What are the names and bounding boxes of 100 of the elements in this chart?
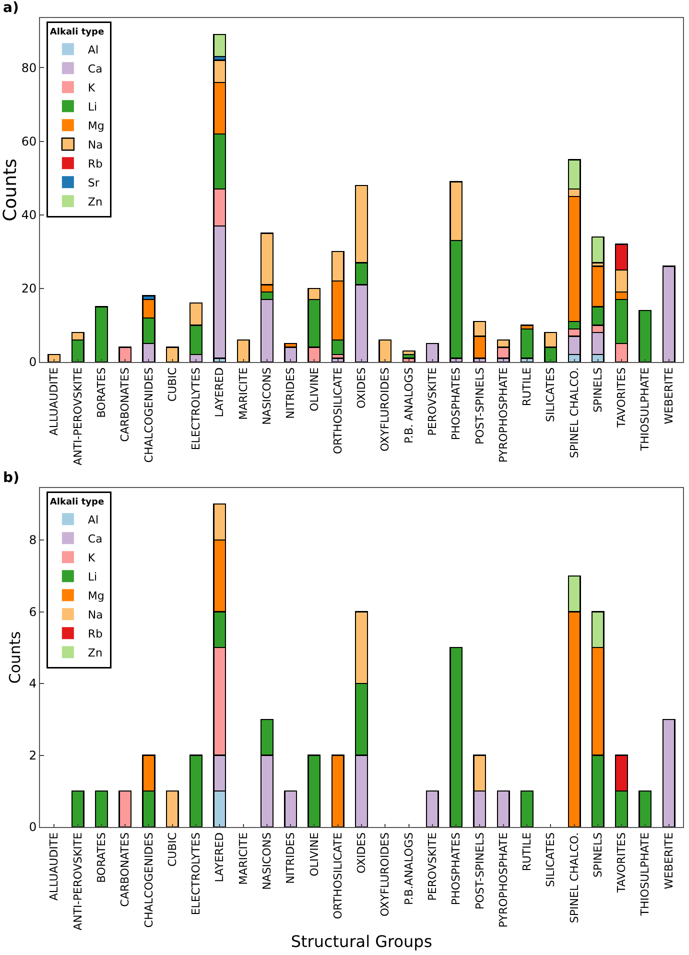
x-tick-label: THIOSULPHATE xyxy=(638,367,652,452)
legend-title: Alkali type xyxy=(50,28,104,38)
x-tick-label: PEROVSKITE xyxy=(426,832,439,901)
x-tick-label: P.B. ANALOGS xyxy=(402,367,416,444)
x-tick-label: LAYERED xyxy=(213,367,226,418)
bar xyxy=(213,34,226,58)
legend-label: Al xyxy=(88,43,99,56)
legend-label: K xyxy=(88,81,96,94)
bar xyxy=(638,310,652,362)
x-tick-label: SPINEL CHALCO. xyxy=(568,367,581,458)
bar xyxy=(520,328,534,359)
bar xyxy=(118,346,132,362)
x-tick-label: PEROVSKITE xyxy=(426,367,439,436)
bar xyxy=(190,754,203,827)
legend-label: K xyxy=(88,551,96,564)
y-tick-label: 0 xyxy=(28,355,37,370)
y-tick-label: 2 xyxy=(28,748,37,762)
x-tick-label: NASICONS xyxy=(260,367,274,425)
legend-label: Li xyxy=(88,100,98,114)
legend-label: Na xyxy=(88,608,103,622)
bar xyxy=(591,236,604,264)
legend-label: Al xyxy=(88,513,99,526)
bar xyxy=(450,647,463,827)
x-tick-label: PHOSPHATES xyxy=(450,367,463,440)
legend-label: Zn xyxy=(88,646,102,660)
x-tick-label: MARICITE xyxy=(236,832,250,885)
x-tick-label: ANTI-PEROVSKITE xyxy=(71,832,84,930)
x-tick-label: SPINELS xyxy=(591,832,604,878)
x-tick-label: CUBIC xyxy=(166,367,179,402)
x-tick-label: OXYFLUROIDES xyxy=(378,367,392,452)
bar xyxy=(94,306,108,362)
x-tick-label: OXYFLUROIDES xyxy=(378,832,392,917)
legend-label: Mg xyxy=(88,589,104,602)
x-tick-label: NITRIDES xyxy=(284,367,298,419)
x-tick-label: ELECTROLYTES xyxy=(190,367,203,450)
x-tick-label: OXIDES xyxy=(355,367,368,409)
y-tick-label: 60 xyxy=(21,134,37,148)
y-axis-title: Counts xyxy=(6,631,24,684)
bar xyxy=(496,790,510,827)
y-tick-label: 6 xyxy=(28,604,37,619)
legend-label: Na xyxy=(88,138,103,152)
y-axis-title: Counts xyxy=(0,158,21,222)
bar xyxy=(378,339,392,362)
y-tick-label: 20 xyxy=(21,282,37,296)
bar xyxy=(402,350,416,356)
x-tick-label: PHOSPHATES xyxy=(450,832,463,906)
x-tick-label: ALLUAUDITE xyxy=(48,367,61,436)
x-tick-label: OLIVINE xyxy=(308,367,321,412)
bar xyxy=(426,343,439,362)
x-tick-label: ORTHOSILICATE xyxy=(331,367,344,454)
legend-label: Rb xyxy=(88,627,103,640)
bar xyxy=(48,354,61,362)
legend-label: Ca xyxy=(88,62,102,76)
legend-label: Mg xyxy=(88,119,104,132)
x-tick-label: SPINELS xyxy=(591,367,604,413)
legend-label: Sr xyxy=(88,176,100,190)
x-tick-label: SILICATES xyxy=(544,832,558,888)
legend-label: Li xyxy=(88,570,98,584)
x-tick-label: ALLUAUDITE xyxy=(48,832,61,901)
x-tick-label: CHALCOGENIDES xyxy=(142,832,156,928)
bar xyxy=(308,754,321,827)
legend-label: Rb xyxy=(88,157,103,170)
x-tick-label: CARBONATES xyxy=(118,832,132,907)
x-tick-label: POST-SPINELS xyxy=(473,367,486,445)
x-tick-label: RUTILE xyxy=(520,832,534,872)
y-tick-label: 8 xyxy=(28,533,37,548)
y-tick-label: 80 xyxy=(21,60,37,75)
x-tick-label: TAVORITES xyxy=(615,832,628,894)
bar xyxy=(166,346,179,362)
x-tick-label: CHALCOGENIDES xyxy=(142,367,156,463)
y-tick-label: 4 xyxy=(28,676,37,691)
x-tick-label: LAYERED xyxy=(213,832,226,882)
bar xyxy=(118,790,132,827)
x-tick-label: BORATES xyxy=(95,367,108,418)
bar xyxy=(236,339,250,362)
x-tick-label: SILICATES xyxy=(544,367,558,422)
bar xyxy=(331,754,344,827)
x-tick-label: SPINEL CHALCO. xyxy=(568,832,581,924)
x-axis-title: Structural Groups xyxy=(290,932,432,952)
bar xyxy=(284,346,298,362)
y-tick-label: 0 xyxy=(28,820,37,834)
bar xyxy=(166,790,179,827)
x-tick-label: PYROPHOSPHATE xyxy=(496,832,510,928)
x-tick-label: THIOSULPHATE xyxy=(638,832,652,917)
x-tick-label: MARICITE xyxy=(236,367,250,420)
x-tick-label: RUTILE xyxy=(520,367,534,406)
bar xyxy=(71,790,84,827)
x-tick-label: BORATES xyxy=(95,832,108,883)
legend-label: Zn xyxy=(88,195,102,208)
x-tick-label: CUBIC xyxy=(166,832,179,867)
x-tick-label: OLIVINE xyxy=(308,832,321,876)
text: b) xyxy=(3,470,20,486)
bar xyxy=(662,718,676,827)
legend-title: Alkali type xyxy=(50,498,104,508)
bar xyxy=(662,266,676,362)
x-tick-label: OXIDES xyxy=(355,832,368,874)
bar xyxy=(284,790,298,827)
bar xyxy=(638,790,652,827)
x-tick-label: P.B.ANALOGS xyxy=(402,832,416,906)
x-tick-label: WEBERITE xyxy=(662,367,676,424)
